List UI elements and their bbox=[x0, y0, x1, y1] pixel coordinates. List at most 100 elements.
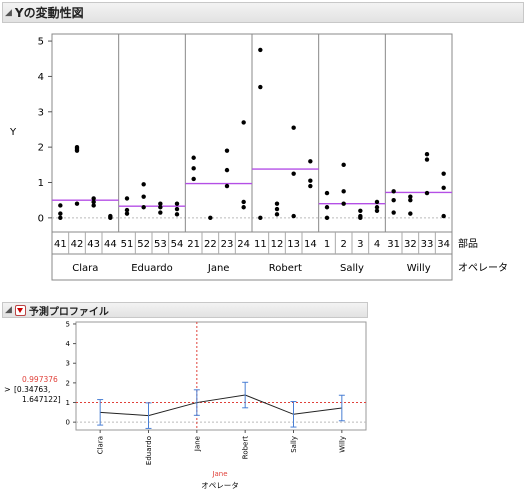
part-label: 2 bbox=[340, 239, 346, 250]
data-point bbox=[191, 155, 196, 160]
profiler-y-interval: [0.34763, bbox=[14, 385, 50, 394]
data-point bbox=[274, 212, 280, 217]
part-label: 11 bbox=[254, 239, 267, 250]
y-tick-label: 2 bbox=[38, 143, 44, 154]
data-point bbox=[441, 213, 446, 219]
data-point bbox=[174, 206, 180, 212]
data-point bbox=[91, 196, 96, 201]
profiler-x-axis-label: オペレータ bbox=[201, 481, 239, 490]
data-point bbox=[374, 199, 380, 205]
data-point bbox=[241, 120, 246, 125]
red-triangle-menu-icon[interactable] bbox=[14, 304, 26, 316]
data-point bbox=[324, 215, 330, 221]
data-point bbox=[241, 199, 246, 205]
y-axis-label: Y bbox=[9, 127, 17, 138]
profiler-x-current: Jane bbox=[211, 470, 227, 478]
data-point bbox=[158, 210, 163, 215]
operator-axis-row bbox=[51, 253, 453, 281]
profiler-y-tick-label: 2 bbox=[66, 379, 70, 387]
part-label: 34 bbox=[437, 239, 450, 250]
part-label: 23 bbox=[221, 239, 234, 250]
data-point bbox=[424, 157, 430, 162]
data-point bbox=[274, 206, 280, 212]
profiler-header[interactable]: ◢ 予測プロファイル bbox=[2, 302, 368, 318]
data-point bbox=[324, 190, 330, 196]
profiler-x-tick-label: Jane bbox=[193, 436, 201, 452]
data-point bbox=[408, 197, 413, 203]
data-point bbox=[374, 208, 380, 213]
data-point bbox=[358, 208, 363, 213]
data-point bbox=[141, 205, 146, 210]
data-point bbox=[358, 215, 363, 221]
part-label: 33 bbox=[421, 239, 434, 250]
data-point bbox=[308, 183, 313, 189]
data-point bbox=[408, 194, 413, 199]
part-label: 4 bbox=[374, 239, 380, 250]
data-point bbox=[391, 189, 396, 194]
part-label: 21 bbox=[187, 239, 200, 250]
data-point bbox=[291, 213, 296, 219]
data-point bbox=[308, 159, 313, 164]
profiler-y-interval-end: 1.647122] bbox=[22, 395, 61, 404]
part-axis-label: 部品 bbox=[458, 237, 478, 250]
data-point bbox=[158, 205, 163, 210]
data-point bbox=[174, 212, 180, 217]
data-point bbox=[341, 189, 346, 194]
data-point bbox=[124, 207, 130, 213]
data-point bbox=[424, 190, 430, 196]
operator-label: Eduardo bbox=[131, 263, 173, 274]
y-tick-label: 0 bbox=[38, 213, 44, 224]
data-point bbox=[208, 215, 213, 221]
data-point bbox=[141, 194, 146, 199]
operator-label: Clara bbox=[72, 263, 98, 274]
data-point bbox=[191, 166, 196, 171]
disclosure-triangle-icon[interactable]: ◢ bbox=[5, 305, 12, 315]
data-point bbox=[408, 211, 413, 216]
data-point bbox=[391, 210, 396, 215]
profiler-y-arrow-icon: > bbox=[4, 385, 11, 394]
part-label: 51 bbox=[121, 239, 134, 250]
variability-chart-title: Yの変動性図 bbox=[14, 6, 84, 20]
data-point bbox=[258, 84, 263, 90]
data-point bbox=[274, 201, 280, 206]
profiler-y-tick-label: 0 bbox=[66, 419, 70, 427]
data-point bbox=[224, 167, 230, 173]
profiler-title: 予測プロファイル bbox=[28, 306, 109, 318]
part-label: 22 bbox=[204, 239, 217, 250]
operator-axis-label: オペレータ bbox=[458, 262, 508, 274]
part-label: 3 bbox=[357, 239, 363, 250]
data-point bbox=[141, 182, 146, 187]
data-point bbox=[124, 196, 130, 201]
data-point bbox=[124, 211, 130, 216]
profiler-y-tick-label: 5 bbox=[66, 320, 70, 328]
part-label: 24 bbox=[237, 239, 250, 250]
data-point bbox=[258, 215, 263, 221]
part-label: 32 bbox=[404, 239, 417, 250]
profiler-x-tick-label: Clara bbox=[97, 436, 105, 454]
profiler-y-tick-label: 1 bbox=[66, 399, 70, 407]
profiler-y-current: 0.997376 bbox=[22, 375, 58, 384]
y-tick-label: 4 bbox=[38, 72, 44, 83]
operator-label: Sally bbox=[340, 263, 364, 274]
part-label: 54 bbox=[171, 239, 184, 250]
data-point bbox=[241, 205, 246, 210]
y-tick-label: 1 bbox=[38, 178, 44, 189]
profiler-y-tick-label: 3 bbox=[66, 360, 70, 368]
data-point bbox=[424, 152, 430, 157]
part-label: 1 bbox=[324, 239, 330, 250]
data-point bbox=[441, 185, 446, 191]
part-label: 44 bbox=[104, 239, 117, 250]
data-point bbox=[308, 178, 313, 183]
part-label: 52 bbox=[137, 239, 150, 250]
data-point bbox=[341, 201, 346, 206]
variability-chart-header[interactable]: ◢ Yの変動性図 bbox=[2, 2, 524, 23]
disclosure-triangle-icon[interactable]: ◢ bbox=[5, 7, 12, 18]
data-point bbox=[58, 211, 63, 216]
data-point bbox=[108, 213, 113, 219]
operator-label: Jane bbox=[207, 263, 230, 274]
data-point bbox=[174, 201, 180, 206]
data-point bbox=[74, 201, 80, 206]
data-point bbox=[158, 201, 163, 206]
